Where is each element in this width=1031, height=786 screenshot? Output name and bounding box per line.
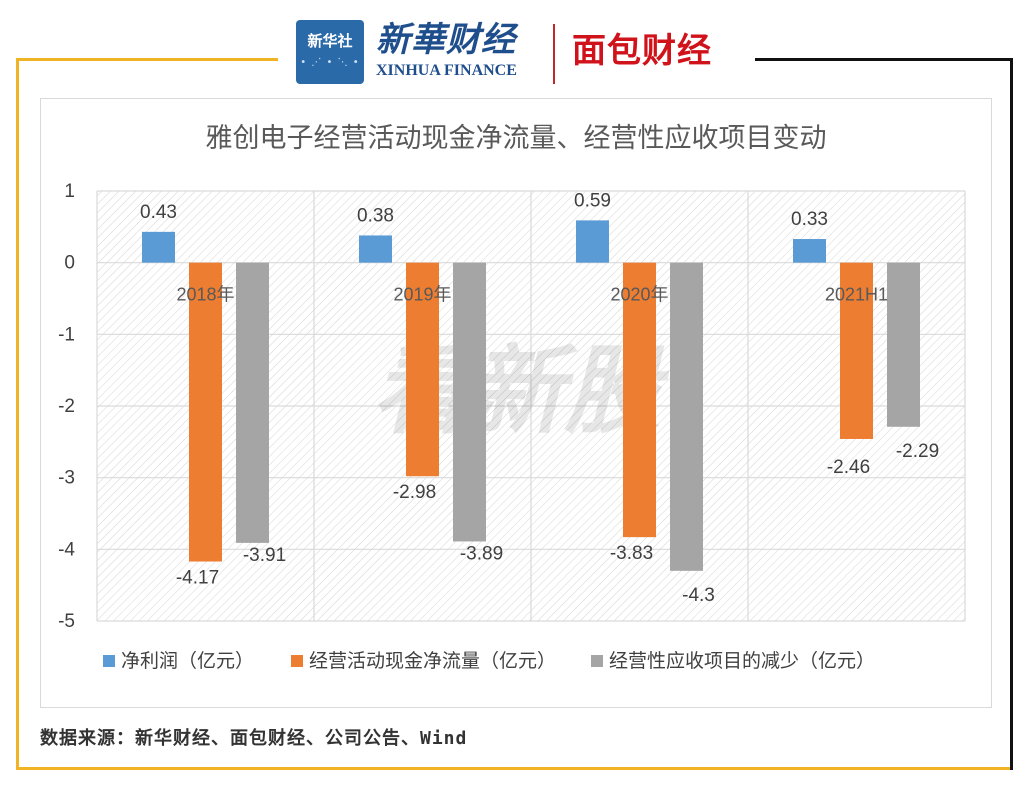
data-labels: 0.43 -4.17 -3.91 0.38 -2.98 -3.89 0.59 -3.83 -4.… bbox=[140, 190, 939, 605]
category-labels: 2018年 2019年 2020年 2021H1 bbox=[176, 285, 888, 305]
data-label: 0.33 bbox=[791, 209, 828, 230]
xinhua-finance-logo-cn: 新華财经 bbox=[376, 20, 516, 60]
data-label: -3.83 bbox=[610, 543, 653, 564]
legend-label: 经营活动现金净流量（亿元） bbox=[309, 650, 556, 672]
y-tick-label: 0 bbox=[64, 253, 75, 274]
source-note: 数据来源：新华财经、面包财经、公司公告、Wind bbox=[40, 728, 468, 749]
frame-right-line bbox=[1010, 58, 1013, 770]
data-label: 0.38 bbox=[357, 205, 394, 226]
y-axis-ticks: 1 0 -1 -2 -3 -4 -5 bbox=[58, 181, 75, 632]
category-label: 2020年 bbox=[610, 285, 668, 305]
bar-operating-cash bbox=[840, 262, 873, 439]
y-tick-label: -3 bbox=[58, 468, 75, 489]
bar-receivables bbox=[670, 262, 703, 571]
bar-receivables bbox=[887, 262, 920, 427]
xinhua-news-logo-text: 新华社 bbox=[307, 32, 353, 50]
frame-top-right-line bbox=[755, 58, 1013, 61]
y-tick-label: -5 bbox=[58, 611, 75, 632]
data-label: -3.91 bbox=[243, 545, 286, 566]
legend: 净利润（亿元） 经营活动现金净流量（亿元） 经营性应收项目的减少（亿元） bbox=[103, 650, 875, 672]
y-tick-label: -4 bbox=[58, 539, 75, 560]
data-label: -4.3 bbox=[682, 585, 715, 606]
legend-label: 经营性应收项目的减少（亿元） bbox=[609, 650, 875, 672]
bar-net-profit bbox=[359, 235, 392, 263]
bar-net-profit bbox=[576, 220, 609, 263]
bar-receivables bbox=[453, 262, 486, 542]
data-label: -2.98 bbox=[393, 482, 436, 503]
bars bbox=[142, 220, 920, 571]
data-label: 0.43 bbox=[140, 202, 177, 223]
frame-left-line bbox=[16, 58, 19, 770]
data-label: -4.17 bbox=[176, 568, 219, 589]
y-tick-label: -1 bbox=[58, 324, 75, 345]
xinhua-news-logo: 新华社 • ⋰ • ⋱ • bbox=[296, 20, 364, 84]
logo-divider bbox=[553, 24, 555, 84]
y-tick-label: 1 bbox=[64, 181, 75, 202]
frame-top-left-line bbox=[16, 58, 278, 61]
bar-chart: 雅创电子经营活动现金净流量、经营性应收项目变动 看新股 10-1-2-3-4-5… bbox=[58, 123, 966, 672]
bar-receivables bbox=[236, 262, 269, 543]
bread-finance-logo: 面包财经 bbox=[572, 22, 742, 82]
xinhua-finance-logo-en: XINHUA FINANCE bbox=[376, 62, 517, 79]
data-label: -2.29 bbox=[896, 441, 939, 462]
bar-net-profit bbox=[142, 231, 175, 263]
frame-bottom-line bbox=[16, 767, 1012, 770]
bar-operating-cash bbox=[623, 262, 656, 538]
legend-swatch bbox=[103, 655, 115, 667]
data-label: 0.59 bbox=[574, 190, 611, 211]
network-dots-icon: • ⋰ • ⋱ • bbox=[300, 57, 360, 68]
category-label: 2019年 bbox=[393, 285, 451, 305]
data-label: -2.46 bbox=[827, 457, 870, 478]
legend-label: 净利润（亿元） bbox=[121, 650, 254, 672]
bread-finance-logo-cn: 面包财经 bbox=[572, 31, 712, 71]
data-label: -3.89 bbox=[460, 543, 503, 564]
bar-operating-cash bbox=[189, 262, 222, 562]
legend-swatch bbox=[591, 655, 603, 667]
chart-panel: 雅创电子经营活动现金净流量、经营性应收项目变动 看新股 1 0 -1 -2 -3 -4 -5… bbox=[40, 98, 992, 708]
category-label: 2021H1 bbox=[825, 285, 888, 305]
y-tick-label: -2 bbox=[58, 396, 75, 417]
bar-operating-cash bbox=[406, 262, 439, 477]
category-label: 2018年 bbox=[176, 285, 234, 305]
xinhua-finance-logo: 新華财经 XINHUA FINANCE bbox=[376, 18, 536, 88]
bar-net-profit bbox=[793, 239, 826, 263]
legend-swatch bbox=[291, 655, 303, 667]
chart-title: 雅创电子经营活动现金净流量、经营性应收项目变动 bbox=[206, 123, 827, 154]
